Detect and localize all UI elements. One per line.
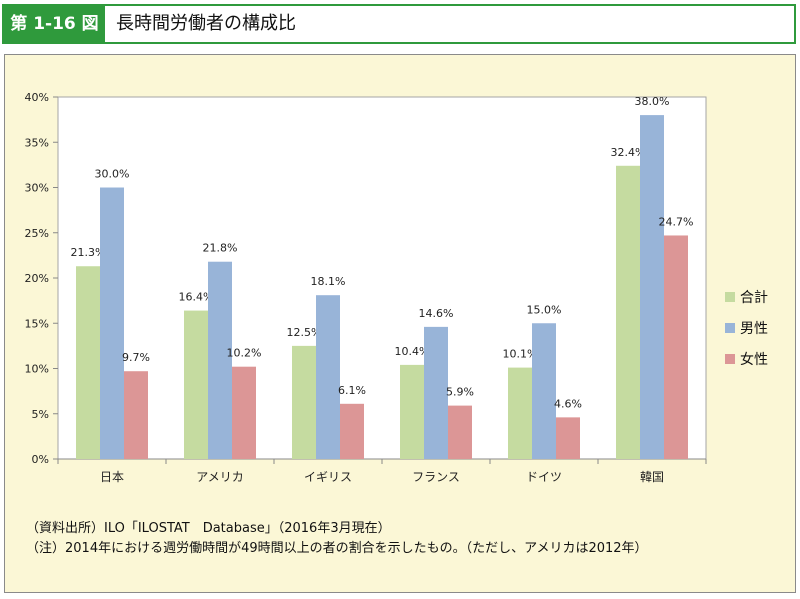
y-tick-label: 25% bbox=[25, 227, 49, 240]
data-label: 10.1% bbox=[503, 348, 538, 361]
data-label: 18.1% bbox=[311, 275, 346, 288]
plot-area bbox=[57, 96, 707, 460]
x-tick-label: イギリス bbox=[304, 470, 352, 484]
x-tick-label: 韓国 bbox=[640, 470, 664, 484]
y-tick-label: 0% bbox=[32, 453, 49, 466]
legend-swatch bbox=[725, 292, 735, 302]
data-label: 14.6% bbox=[419, 307, 454, 320]
data-label: 10.4% bbox=[395, 345, 430, 358]
bar-male bbox=[640, 115, 664, 459]
figure-header: 第 1-16 図 長時間労働者の構成比 bbox=[2, 4, 796, 44]
bar-total bbox=[616, 165, 640, 459]
y-tick-label: 20% bbox=[25, 272, 49, 285]
data-label: 15.0% bbox=[527, 303, 562, 316]
bar-total bbox=[76, 266, 100, 459]
legend-label: 男性 bbox=[740, 321, 768, 337]
bar-male bbox=[532, 323, 556, 459]
bar-female bbox=[448, 405, 472, 459]
data-label: 21.8% bbox=[203, 242, 238, 255]
source-note: （資料出所）ILO「ILOSTAT Database」（2016年3月現在） bbox=[26, 521, 391, 536]
y-tick-label: 30% bbox=[25, 182, 49, 195]
x-tick-label: ドイツ bbox=[526, 470, 562, 484]
data-label: 24.7% bbox=[659, 215, 694, 228]
y-tick-label: 35% bbox=[25, 136, 49, 149]
legend-swatch bbox=[725, 323, 735, 333]
figure-number-badge: 第 1-16 図 bbox=[4, 6, 105, 42]
bar-male bbox=[208, 261, 232, 459]
legend-label: 女性 bbox=[740, 351, 768, 368]
x-tick-label: フランス bbox=[412, 470, 460, 484]
data-label: 5.9% bbox=[446, 386, 474, 399]
bar-male bbox=[316, 295, 340, 459]
bar-female bbox=[124, 371, 148, 459]
y-tick-label: 10% bbox=[25, 363, 49, 376]
x-tick-label: アメリカ bbox=[196, 470, 243, 484]
figure-title: 長時間労働者の構成比 bbox=[116, 13, 296, 34]
data-label: 21.3% bbox=[71, 246, 106, 259]
data-label: 32.4% bbox=[611, 146, 646, 159]
bar-male bbox=[424, 326, 448, 459]
bar-total bbox=[400, 364, 424, 459]
data-label: 16.4% bbox=[179, 291, 214, 304]
data-label: 10.2% bbox=[227, 347, 262, 360]
bar-male bbox=[100, 187, 124, 459]
bar-total bbox=[184, 310, 208, 459]
bar-female bbox=[556, 417, 580, 459]
data-label: 38.0% bbox=[635, 95, 670, 108]
y-tick-label: 40% bbox=[25, 91, 49, 104]
data-label: 6.1% bbox=[338, 384, 366, 397]
footnote: （注）2014年における週労働時間が49時間以上の者の割合を示したもの。（ただし… bbox=[26, 541, 648, 556]
bar-total bbox=[508, 367, 532, 459]
legend-swatch bbox=[725, 354, 735, 364]
y-tick-label: 5% bbox=[32, 408, 49, 421]
data-label: 12.5% bbox=[287, 326, 322, 339]
legend-label: 合計 bbox=[740, 290, 768, 306]
data-label: 30.0% bbox=[95, 168, 130, 181]
x-tick-label: 日本 bbox=[100, 470, 124, 484]
bar-female bbox=[340, 403, 364, 459]
y-tick-label: 15% bbox=[25, 317, 49, 330]
data-label: 4.6% bbox=[554, 397, 582, 410]
chart-notes: （資料出所）ILO「ILOSTAT Database」（2016年3月現在） （… bbox=[26, 519, 648, 559]
bar-total bbox=[292, 345, 316, 459]
bar-female bbox=[232, 366, 256, 459]
bar-female bbox=[664, 235, 688, 459]
data-label: 9.7% bbox=[122, 351, 150, 364]
